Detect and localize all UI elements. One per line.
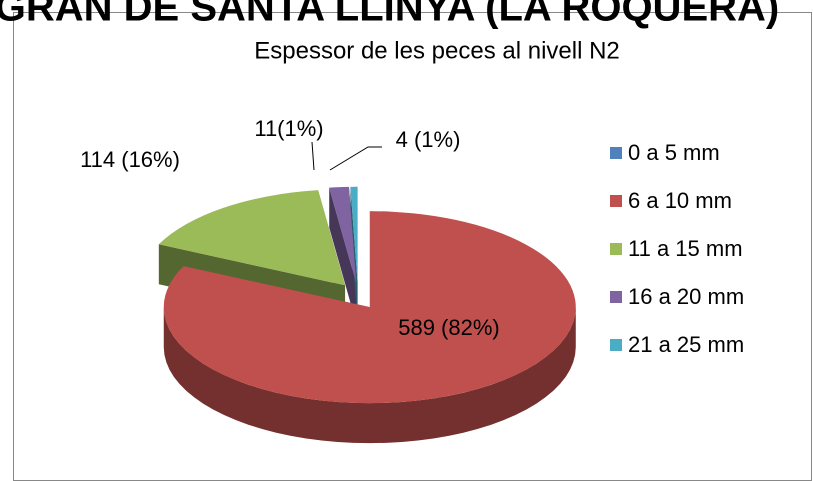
data-label: 114 (16%) (80, 147, 180, 172)
slice-side (329, 187, 357, 323)
legend-label: 16 a 20 mm (628, 284, 744, 309)
slice (158, 190, 346, 286)
legend-swatch (610, 339, 622, 351)
legend-label: 21 a 25 mm (628, 332, 744, 357)
leader-line (311, 141, 315, 171)
data-label: 4 (1%) (396, 127, 461, 152)
legend-label: 6 a 10 mm (628, 188, 732, 213)
heading: GRAN DE SANTA LLINYA (LA ROQUERA) (0, 0, 779, 30)
legend-swatch (610, 291, 622, 303)
slice (163, 211, 576, 404)
legend-swatch (610, 243, 622, 255)
slice (350, 186, 358, 283)
slice-side (163, 307, 576, 444)
legend-label: 0 a 5 mm (628, 140, 720, 165)
chart-title: Espessor de les peces al nivell N2 (254, 37, 620, 64)
data-label: 589 (82%) (398, 315, 500, 340)
leader-line (329, 146, 382, 171)
legend-swatch (610, 195, 622, 207)
legend-label: 11 a 15 mm (628, 236, 743, 261)
slice (329, 186, 357, 283)
data-label: 11(1%) (254, 116, 323, 141)
legend-swatch (610, 147, 622, 159)
